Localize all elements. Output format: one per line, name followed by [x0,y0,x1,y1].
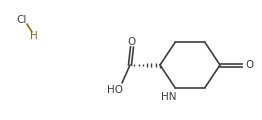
Text: Cl: Cl [17,15,27,25]
Text: HO: HO [107,85,123,95]
Text: O: O [245,60,253,70]
Text: O: O [128,37,136,47]
Text: H: H [30,31,38,41]
Text: HN: HN [161,92,177,102]
